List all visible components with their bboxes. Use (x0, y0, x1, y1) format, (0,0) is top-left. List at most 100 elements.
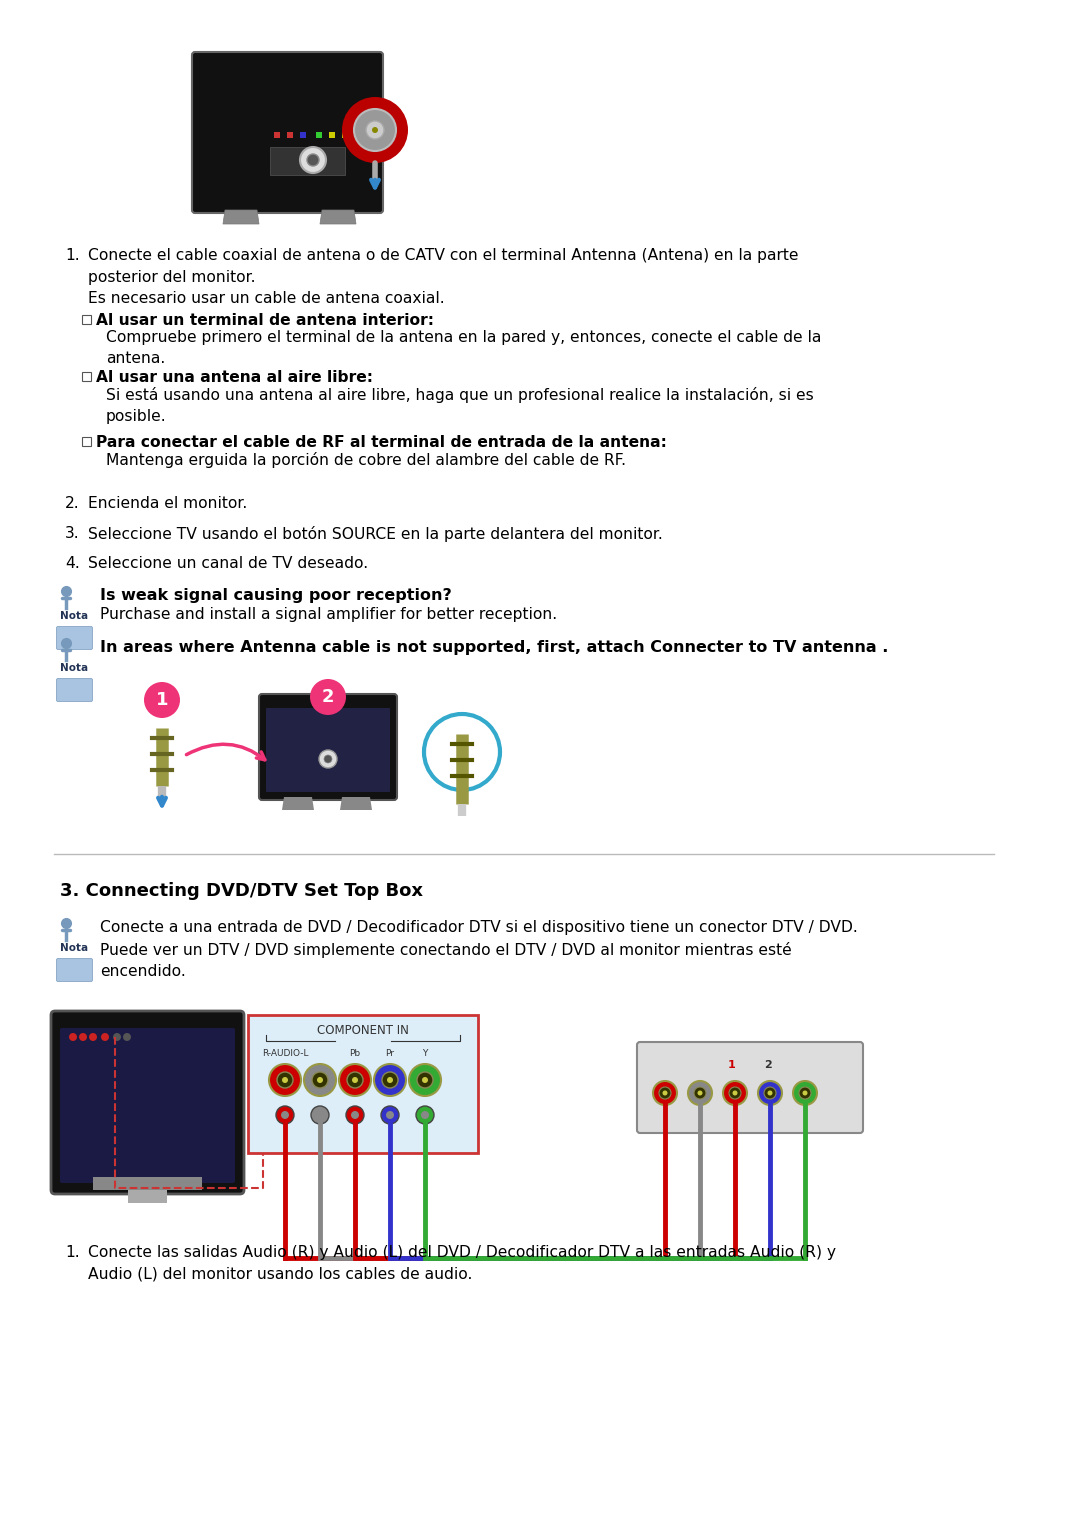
Text: In areas where Antenna cable is not supported, first, attach Connecter to TV ant: In areas where Antenna cable is not supp… (100, 640, 889, 656)
Circle shape (276, 1106, 294, 1125)
Circle shape (409, 1063, 441, 1096)
Circle shape (386, 1111, 394, 1118)
Circle shape (89, 1033, 97, 1041)
Circle shape (123, 1033, 131, 1041)
Text: 1: 1 (156, 691, 168, 709)
Text: Nota: Nota (60, 611, 89, 620)
Text: Pb: Pb (350, 1050, 361, 1057)
Circle shape (347, 1073, 363, 1088)
Circle shape (366, 121, 384, 139)
Bar (82, 315, 91, 324)
Text: 3. Connecting DVD/DTV Set Top Box: 3. Connecting DVD/DTV Set Top Box (60, 882, 423, 900)
Circle shape (316, 1111, 324, 1118)
Circle shape (102, 1033, 109, 1041)
Text: Conecte a una entrada de DVD / Decodificador DTV si el dispositivo tiene un cone: Conecte a una entrada de DVD / Decodific… (100, 920, 858, 978)
FancyBboxPatch shape (60, 1028, 235, 1183)
Text: Encienda el monitor.: Encienda el monitor. (87, 497, 247, 510)
Text: 3.: 3. (65, 526, 80, 541)
Circle shape (422, 1077, 428, 1083)
FancyBboxPatch shape (56, 958, 93, 981)
Bar (82, 437, 91, 446)
Text: Purchase and install a signal amplifier for better reception.: Purchase and install a signal amplifier … (100, 607, 557, 622)
Circle shape (352, 1077, 357, 1083)
Circle shape (79, 1033, 87, 1041)
Circle shape (281, 1111, 289, 1118)
Bar (287, 131, 293, 138)
Text: Para conectar el cable de RF al terminal de entrada de la antena:: Para conectar el cable de RF al terminal… (96, 435, 666, 451)
Circle shape (381, 1106, 399, 1125)
Text: Is weak signal causing poor reception?: Is weak signal causing poor reception? (100, 588, 451, 604)
FancyBboxPatch shape (259, 694, 397, 801)
Text: Y: Y (422, 1050, 428, 1057)
Circle shape (282, 1077, 288, 1083)
Circle shape (303, 1063, 336, 1096)
Text: COMPONENT IN: COMPONENT IN (318, 1024, 409, 1038)
Text: Pr: Pr (386, 1050, 394, 1057)
Bar (300, 131, 306, 138)
Circle shape (276, 1073, 293, 1088)
Bar (248, 1015, 478, 1154)
Circle shape (768, 1091, 772, 1096)
Circle shape (354, 108, 396, 151)
Text: Conecte las salidas Audio (R) y Audio (L) del DVD / Decodificador DTV a las entr: Conecte las salidas Audio (R) y Audio (L… (87, 1245, 836, 1282)
Text: Mantenga erguida la porción de cobre del alambre del cable de RF.: Mantenga erguida la porción de cobre del… (106, 452, 626, 468)
Circle shape (319, 750, 337, 769)
Circle shape (732, 1091, 738, 1096)
Circle shape (723, 1080, 747, 1105)
Text: Al usar un terminal de antena interior:: Al usar un terminal de antena interior: (96, 313, 434, 329)
Circle shape (793, 1080, 816, 1105)
FancyBboxPatch shape (56, 626, 93, 649)
Polygon shape (320, 209, 356, 225)
Text: 1: 1 (728, 1060, 735, 1070)
Text: Seleccione TV usando el botón SOURCE en la parte delantera del monitor.: Seleccione TV usando el botón SOURCE en … (87, 526, 663, 542)
Text: 1.: 1. (65, 248, 80, 263)
Circle shape (802, 1091, 808, 1096)
Circle shape (311, 1106, 329, 1125)
Circle shape (351, 1111, 359, 1118)
Text: R-AUDIO-L: R-AUDIO-L (261, 1050, 308, 1057)
Bar (329, 131, 335, 138)
Circle shape (688, 1080, 712, 1105)
Circle shape (758, 1080, 782, 1105)
Text: 4.: 4. (65, 556, 80, 571)
Circle shape (653, 1080, 677, 1105)
Text: Si está usando una antena al aire libre, haga que un profesional realice la inst: Si está usando una antena al aire libre,… (106, 387, 813, 423)
Polygon shape (340, 798, 372, 810)
Text: 2: 2 (765, 1060, 772, 1070)
Circle shape (310, 678, 346, 715)
Circle shape (416, 1106, 434, 1125)
Text: Conecte el cable coaxial de antena o de CATV con el terminal Antenna (Antena) en: Conecte el cable coaxial de antena o de … (87, 248, 798, 306)
Circle shape (382, 1073, 399, 1088)
FancyBboxPatch shape (56, 678, 93, 701)
FancyBboxPatch shape (192, 52, 383, 212)
Bar (274, 131, 280, 138)
Circle shape (339, 1063, 372, 1096)
Bar (129, 1190, 167, 1203)
Circle shape (659, 1086, 671, 1099)
Circle shape (324, 755, 332, 762)
Text: 2.: 2. (65, 497, 80, 510)
FancyBboxPatch shape (51, 1012, 244, 1193)
Bar (93, 1177, 202, 1190)
Circle shape (69, 1033, 77, 1041)
Bar (342, 131, 348, 138)
Circle shape (113, 1033, 121, 1041)
Circle shape (387, 1077, 393, 1083)
Circle shape (729, 1086, 741, 1099)
Circle shape (342, 96, 408, 163)
Text: Nota: Nota (60, 663, 89, 672)
Circle shape (764, 1086, 777, 1099)
Circle shape (346, 1106, 364, 1125)
Polygon shape (222, 209, 259, 225)
Circle shape (421, 1111, 429, 1118)
Text: 2: 2 (322, 688, 334, 706)
Circle shape (374, 1063, 406, 1096)
Circle shape (300, 147, 326, 173)
Bar (316, 131, 322, 138)
Text: Nota: Nota (60, 943, 89, 953)
Text: Al usar una antena al aire libre:: Al usar una antena al aire libre: (96, 370, 373, 385)
Bar (82, 371, 91, 380)
Circle shape (307, 154, 319, 167)
FancyBboxPatch shape (637, 1042, 863, 1132)
Circle shape (698, 1091, 702, 1096)
